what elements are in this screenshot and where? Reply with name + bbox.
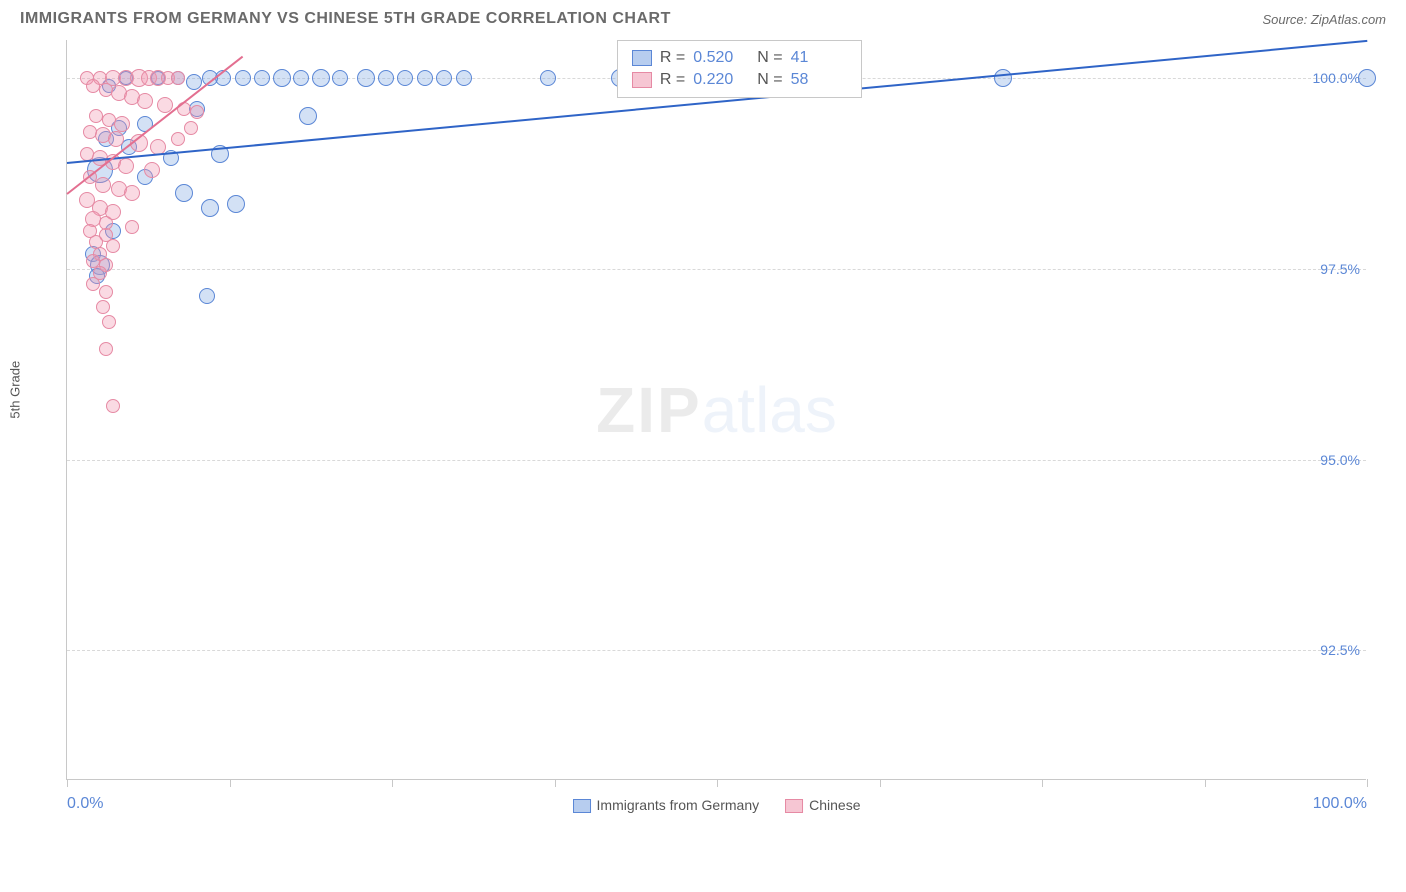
scatter-point bbox=[106, 239, 120, 253]
legend-swatch-icon bbox=[632, 50, 652, 66]
watermark-part2: atlas bbox=[702, 374, 837, 446]
scatter-point bbox=[171, 71, 185, 85]
scatter-point bbox=[190, 105, 204, 119]
scatter-point bbox=[118, 158, 134, 174]
legend-label: Chinese bbox=[809, 797, 860, 813]
x-tick bbox=[1042, 779, 1043, 787]
scatter-point bbox=[456, 70, 472, 86]
gridline bbox=[67, 460, 1366, 461]
title-bar: IMMIGRANTS FROM GERMANY VS CHINESE 5TH G… bbox=[0, 0, 1406, 30]
stats-r-value: 0.520 bbox=[693, 49, 749, 67]
y-axis-title: 5th Grade bbox=[8, 361, 23, 419]
gridline bbox=[67, 269, 1366, 270]
x-tick bbox=[880, 779, 881, 787]
chart-title: IMMIGRANTS FROM GERMANY VS CHINESE 5TH G… bbox=[20, 10, 671, 28]
stats-r-label: R = bbox=[660, 49, 685, 67]
scatter-point bbox=[171, 132, 185, 146]
stats-n-value: 58 bbox=[791, 71, 847, 89]
x-tick-label: 0.0% bbox=[67, 795, 103, 813]
scatter-point bbox=[99, 342, 113, 356]
x-tick bbox=[1367, 779, 1368, 787]
scatter-point bbox=[273, 69, 291, 87]
stats-row: R = 0.220 N = 58 bbox=[632, 69, 847, 91]
y-tick-label: 95.0% bbox=[1320, 452, 1360, 468]
stats-row: R = 0.520 N = 41 bbox=[632, 47, 847, 69]
scatter-point bbox=[540, 70, 556, 86]
scatter-point bbox=[397, 70, 413, 86]
legend-swatch-icon bbox=[573, 799, 591, 813]
x-tick bbox=[717, 779, 718, 787]
scatter-point bbox=[124, 185, 140, 201]
scatter-point bbox=[108, 131, 124, 147]
scatter-point bbox=[96, 300, 110, 314]
y-tick-label: 100.0% bbox=[1313, 70, 1360, 86]
scatter-point bbox=[235, 70, 251, 86]
scatter-point bbox=[227, 195, 245, 213]
scatter-point bbox=[994, 69, 1012, 87]
scatter-point bbox=[99, 285, 113, 299]
legend-item: Immigrants from Germany bbox=[573, 797, 760, 813]
x-tick-label: 100.0% bbox=[1313, 795, 1367, 813]
scatter-point bbox=[332, 70, 348, 86]
scatter-point bbox=[95, 177, 111, 193]
stats-r-value: 0.220 bbox=[693, 71, 749, 89]
scatter-point bbox=[102, 315, 116, 329]
chart-container: 5th Grade ZIPatlas 92.5%95.0%97.5%100.0%… bbox=[20, 30, 1386, 850]
legend-swatch-icon bbox=[785, 799, 803, 813]
bottom-legend: Immigrants from Germany Chinese bbox=[573, 797, 861, 813]
scatter-point bbox=[201, 199, 219, 217]
y-tick-label: 92.5% bbox=[1320, 642, 1360, 658]
gridline bbox=[67, 650, 1366, 651]
scatter-point bbox=[184, 121, 198, 135]
scatter-point bbox=[89, 109, 103, 123]
plot-area: ZIPatlas 92.5%95.0%97.5%100.0%0.0%100.0%… bbox=[66, 40, 1366, 780]
scatter-point bbox=[199, 288, 215, 304]
source-label: Source: ZipAtlas.com bbox=[1262, 12, 1386, 27]
legend-item: Chinese bbox=[785, 797, 860, 813]
scatter-point bbox=[125, 220, 139, 234]
scatter-point bbox=[137, 93, 153, 109]
scatter-point bbox=[299, 107, 317, 125]
scatter-point bbox=[293, 70, 309, 86]
watermark-part1: ZIP bbox=[596, 374, 702, 446]
scatter-point bbox=[86, 277, 100, 291]
x-tick bbox=[1205, 779, 1206, 787]
stats-n-label: N = bbox=[757, 49, 782, 67]
legend-swatch-icon bbox=[632, 72, 652, 88]
x-tick bbox=[555, 779, 556, 787]
scatter-point bbox=[144, 162, 160, 178]
scatter-point bbox=[378, 70, 394, 86]
stats-box: R = 0.520 N = 41 R = 0.220 N = 58 bbox=[617, 40, 862, 98]
scatter-point bbox=[254, 70, 270, 86]
stats-n-label: N = bbox=[757, 71, 782, 89]
scatter-point bbox=[175, 184, 193, 202]
scatter-point bbox=[312, 69, 330, 87]
x-tick bbox=[67, 779, 68, 787]
scatter-point bbox=[1358, 69, 1376, 87]
scatter-point bbox=[86, 79, 100, 93]
scatter-point bbox=[106, 399, 120, 413]
watermark: ZIPatlas bbox=[596, 373, 837, 447]
stats-r-label: R = bbox=[660, 71, 685, 89]
scatter-point bbox=[114, 116, 130, 132]
legend-label: Immigrants from Germany bbox=[597, 797, 760, 813]
stats-n-value: 41 bbox=[791, 49, 847, 67]
y-tick-label: 97.5% bbox=[1320, 261, 1360, 277]
scatter-point bbox=[436, 70, 452, 86]
x-tick bbox=[392, 779, 393, 787]
x-tick bbox=[230, 779, 231, 787]
scatter-point bbox=[357, 69, 375, 87]
scatter-point bbox=[417, 70, 433, 86]
